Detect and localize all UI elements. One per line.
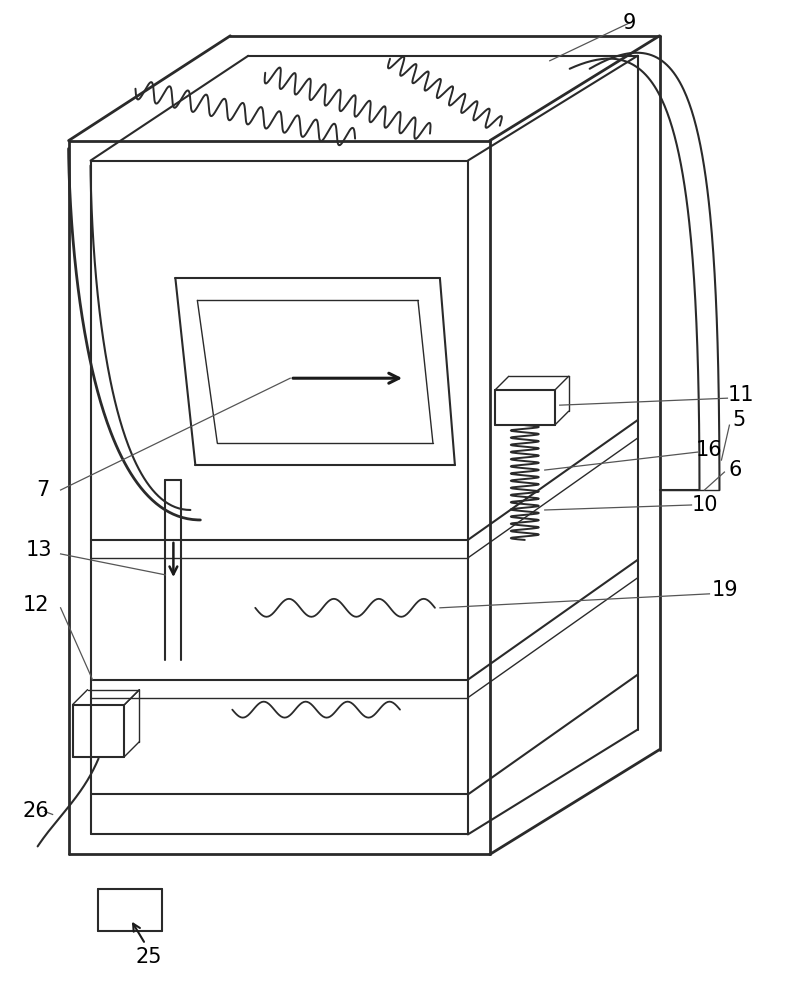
Text: 11: 11 bbox=[728, 385, 755, 405]
Text: 13: 13 bbox=[26, 540, 52, 560]
Text: 6: 6 bbox=[729, 460, 742, 480]
Text: 19: 19 bbox=[712, 580, 739, 600]
Text: 9: 9 bbox=[623, 13, 636, 33]
Text: 10: 10 bbox=[691, 495, 718, 515]
Text: 12: 12 bbox=[22, 595, 49, 615]
Text: 7: 7 bbox=[36, 480, 49, 500]
Text: 26: 26 bbox=[22, 801, 49, 821]
Text: 25: 25 bbox=[135, 947, 162, 967]
Text: 16: 16 bbox=[696, 440, 723, 460]
Text: 5: 5 bbox=[733, 410, 746, 430]
